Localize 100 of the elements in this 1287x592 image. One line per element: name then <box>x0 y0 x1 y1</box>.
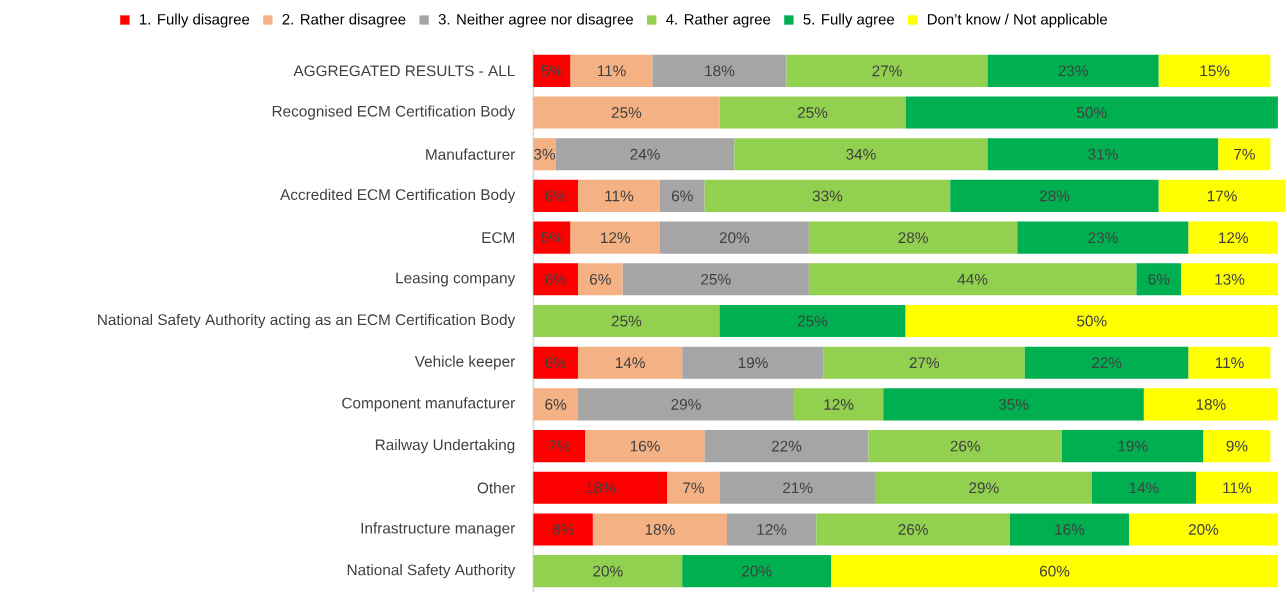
data-label: 14% <box>1129 482 1159 494</box>
bar <box>533 388 579 421</box>
bar <box>533 54 571 87</box>
data-label: 3% <box>534 148 556 160</box>
data-label: 21% <box>783 482 813 494</box>
data-label: 31% <box>1088 148 1118 160</box>
bar <box>1143 388 1278 421</box>
bar <box>578 263 623 296</box>
bar <box>592 513 727 546</box>
bar <box>682 555 832 588</box>
data-label: 44% <box>957 273 988 285</box>
bar <box>719 471 876 504</box>
legend-label: Don’t know / Not applicable <box>927 13 1107 28</box>
bar <box>875 471 1092 504</box>
bar <box>1061 430 1204 463</box>
y-tick-label: Railway Undertaking <box>375 438 515 454</box>
bar <box>585 430 705 463</box>
legend-label: 3. Neither agree nor disagree <box>438 13 633 28</box>
data-label: 33% <box>812 190 843 202</box>
data-label: 26% <box>950 440 980 452</box>
data-label: 11% <box>1215 357 1244 369</box>
data-label: 11% <box>605 190 634 202</box>
bar <box>667 471 720 504</box>
y-tick-label: National Safety Authority <box>347 564 516 579</box>
data-label: 6% <box>545 357 567 369</box>
bar <box>652 54 787 87</box>
data-label: 25% <box>611 315 642 327</box>
data-label: 7% <box>549 440 570 452</box>
data-label: 12% <box>1219 232 1249 244</box>
bar <box>533 513 593 546</box>
bar <box>533 138 556 171</box>
data-label: 15% <box>1200 65 1230 77</box>
data-label: 29% <box>671 398 701 410</box>
bar <box>533 179 579 212</box>
data-label: 60% <box>1039 565 1070 577</box>
data-label: 6% <box>671 190 693 202</box>
y-tick-label: Other <box>477 482 516 494</box>
y-tick-label: Leasing company <box>396 272 516 287</box>
bar <box>734 138 988 171</box>
data-label: 11% <box>597 65 626 77</box>
bar <box>533 304 720 338</box>
data-label: 12% <box>824 398 854 410</box>
bar <box>682 346 824 379</box>
data-label: 19% <box>738 357 768 369</box>
bar <box>808 263 1137 296</box>
bar <box>1188 346 1271 379</box>
bar <box>831 555 1278 588</box>
legend-label: 5. Fully agree <box>803 13 895 28</box>
data-label: 20% <box>1188 524 1219 535</box>
bar <box>883 388 1144 421</box>
bar <box>987 54 1159 87</box>
bar <box>905 304 1278 338</box>
bar <box>704 179 951 212</box>
data-label: 18% <box>705 65 735 77</box>
y-tick-label: Manufacturer <box>426 148 516 160</box>
bar <box>905 96 1278 129</box>
data-label: 12% <box>757 524 787 535</box>
bar <box>808 221 1018 254</box>
bar <box>1218 138 1271 171</box>
data-label: 20% <box>593 565 623 577</box>
data-label: 23% <box>1058 65 1088 77</box>
bar <box>719 304 906 338</box>
y-tick-label: Recognised ECM Certification Body <box>272 105 516 120</box>
bar <box>1024 346 1189 379</box>
data-label: 23% <box>1088 232 1118 244</box>
data-label: 7% <box>1234 148 1255 160</box>
bar <box>823 346 1025 379</box>
bar <box>533 221 571 254</box>
data-label: 6% <box>590 273 611 285</box>
data-label: 20% <box>742 565 772 577</box>
bar <box>570 221 660 254</box>
bar <box>570 54 653 87</box>
bar <box>578 388 794 421</box>
data-label: 19% <box>1118 440 1148 452</box>
data-label: 27% <box>909 357 940 369</box>
bar <box>1196 471 1278 504</box>
data-label: 22% <box>1092 357 1122 369</box>
bar <box>719 96 906 129</box>
data-label: 27% <box>872 65 902 77</box>
data-label: 26% <box>898 524 928 535</box>
bar <box>793 388 884 421</box>
data-label: 18% <box>1196 398 1226 410</box>
y-tick-label: Component manufacturer <box>342 397 515 412</box>
y-tick-label: Infrastructure manager <box>361 522 516 537</box>
data-label: 7% <box>683 482 704 494</box>
bar <box>1203 430 1271 463</box>
bar <box>704 430 869 463</box>
data-label: 6% <box>545 190 567 202</box>
data-label: 28% <box>898 232 928 244</box>
data-label: 14% <box>615 357 645 369</box>
legend-label: 4. Rather agree <box>666 13 771 28</box>
bar <box>950 179 1159 212</box>
data-label: 6% <box>545 398 567 410</box>
bar <box>659 179 705 212</box>
bar <box>1136 263 1182 296</box>
legend-label: 1. Fully disagree <box>140 13 250 28</box>
y-tick-label: Vehicle keeper <box>414 355 515 370</box>
data-label: 18% <box>645 524 675 535</box>
y-tick-label: Accredited ECM Certification Body <box>280 188 516 204</box>
data-label: 6% <box>1148 273 1170 285</box>
